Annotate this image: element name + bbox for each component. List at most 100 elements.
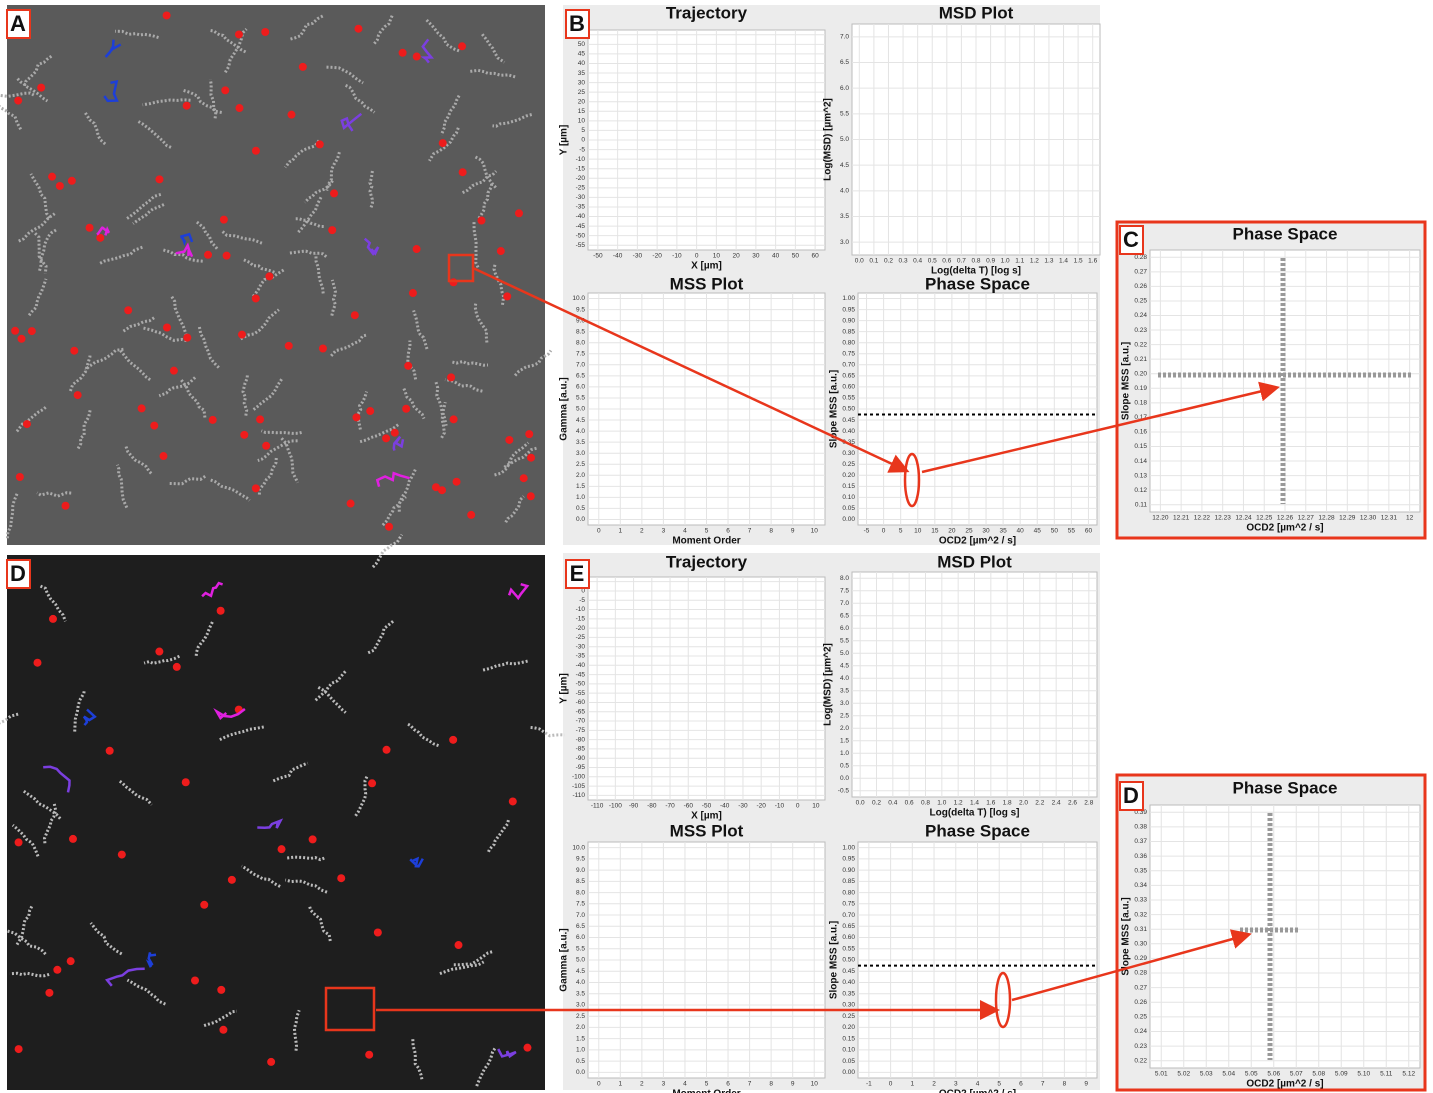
track: [434, 381, 448, 427]
x-tick-label: 0.5: [928, 258, 937, 265]
y-tick-label: 0.11: [1135, 501, 1148, 508]
y-tick-label: -25: [576, 185, 586, 192]
spot: [73, 391, 82, 400]
spot: [402, 404, 411, 413]
x-tick-label: -30: [633, 253, 643, 260]
x-tick-label: 2: [640, 1081, 644, 1088]
y-tick-label: -55: [576, 242, 586, 249]
track: [240, 864, 281, 888]
y-tick-label: 0.17: [1134, 414, 1147, 421]
x-tick-label: 40: [772, 253, 780, 260]
spot: [298, 62, 307, 71]
y-tick-label: 5.0: [576, 957, 585, 964]
colored-track: [201, 581, 224, 598]
track: [329, 333, 367, 357]
y-tick-label: 0.80: [842, 889, 855, 896]
colored-track: [409, 856, 424, 868]
y-tick-label: 5.5: [576, 945, 585, 952]
y-tick-label: 0.30: [842, 1002, 855, 1009]
y-tick-label: 6.5: [576, 923, 585, 930]
track: [367, 619, 396, 655]
y-axis-label: Slope MSS [a.u.]: [1121, 342, 1132, 420]
x-tick-label: 0: [889, 1081, 893, 1088]
x-tick-label: 0.2: [872, 800, 881, 807]
x-tick-label: 20: [733, 253, 741, 260]
track: [42, 803, 58, 844]
plots: -50 -40 -30 -20 -10 0 10 20 30 40 50 60-55-50-45-40…: [559, 3, 1421, 1093]
x-tick-label: -10: [672, 253, 682, 260]
y-tick-label: 0.24: [1134, 312, 1147, 319]
y-tick-label: -20: [576, 625, 586, 632]
track: [7, 929, 47, 956]
colored-track: [257, 818, 284, 830]
track: [27, 278, 48, 317]
panel-label-box: [565, 559, 590, 589]
spot: [438, 486, 447, 495]
y-tick-label: 0.35: [842, 439, 855, 446]
track: [492, 113, 533, 128]
y-tick-label: 0.75: [842, 901, 855, 908]
spot: [404, 361, 413, 370]
x-tick-label: 12.27: [1298, 515, 1315, 522]
y-tick-label: 6.0: [576, 384, 585, 391]
x-tick-label: 9: [791, 1081, 795, 1088]
y-tick-label: -25: [576, 634, 586, 641]
y-tick-label: -100: [572, 773, 585, 780]
y-tick-label: 0.0: [840, 775, 849, 782]
y-tick-label: 0.38: [1134, 824, 1147, 831]
y-tick-label: 2.5: [840, 712, 849, 719]
track: [241, 373, 249, 416]
x-tick-label: 10: [812, 803, 820, 810]
x-tick-label: 5.06: [1267, 1071, 1280, 1078]
y-tick-label: -95: [576, 764, 586, 771]
track: [15, 904, 34, 946]
x-tick-label: 20: [948, 528, 956, 535]
x-tick-label: -90: [629, 803, 639, 810]
x-axis-label: OCD2 [µm^2 / s]: [939, 536, 1016, 547]
spot: [373, 928, 382, 937]
x-tick-label: 5: [899, 528, 903, 535]
y-tick-label: 7.0: [576, 912, 585, 919]
y-tick-label: 0.21: [1134, 356, 1147, 363]
track: [16, 77, 49, 103]
y-tick-label: 15: [578, 108, 586, 115]
panel-label-box: [6, 9, 31, 39]
y-tick-label: 0.45: [842, 417, 855, 424]
track: [250, 268, 285, 299]
y-tick-label: -40: [576, 213, 586, 220]
track: [314, 254, 325, 294]
track: [272, 761, 309, 783]
x-tick-label: 5.10: [1357, 1071, 1370, 1078]
x-tick-label: 0.1: [869, 258, 878, 265]
y-tick-label: 0.34: [1134, 882, 1147, 889]
x-tick-label: 0.8: [921, 800, 930, 807]
y-tick-label: 0.30: [1134, 941, 1147, 948]
track: [368, 170, 374, 208]
spot: [61, 501, 70, 510]
spot: [48, 172, 57, 181]
y-tick-label: 0.40: [842, 979, 855, 986]
y-tick-label: 0.35: [842, 990, 855, 997]
spot: [514, 209, 523, 218]
y-tick-label: 0.29: [1134, 955, 1147, 962]
y-tick-label: 0.14: [1134, 458, 1147, 465]
track: [197, 326, 221, 370]
spot: [454, 941, 463, 950]
x-tick-label: 12.20: [1152, 515, 1169, 522]
y-tick-label: 0.33: [1134, 897, 1147, 904]
y-tick-label: 5: [581, 127, 585, 134]
track: [286, 855, 325, 862]
y-tick-label: -50: [576, 232, 586, 239]
y-tick-label: 1.0: [576, 1047, 585, 1054]
plot-title: Phase Space: [1233, 224, 1338, 243]
y-tick-label: -70: [576, 718, 586, 725]
y-tick-label: 8.0: [576, 889, 585, 896]
y-tick-label: 0.23: [1134, 327, 1147, 334]
x-axis-label: X [µm]: [691, 261, 722, 272]
spot: [390, 428, 399, 437]
y-tick-label: 4.5: [840, 162, 849, 169]
y-tick-label: -30: [576, 643, 586, 650]
spot: [337, 874, 346, 883]
spot: [267, 1057, 276, 1066]
track: [411, 1039, 424, 1080]
